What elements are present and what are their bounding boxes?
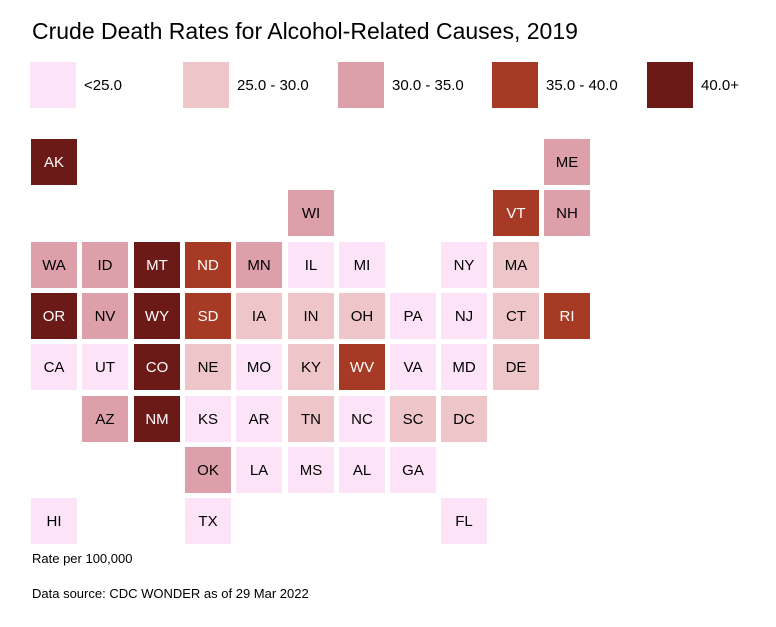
state-tile-ar: AR — [235, 395, 283, 443]
state-tile-wy: WY — [133, 292, 181, 340]
legend-swatch — [30, 62, 76, 108]
state-tile-sc: SC — [389, 395, 437, 443]
legend-swatch — [183, 62, 229, 108]
state-tile-wv: WV — [338, 343, 386, 391]
state-tile-co: CO — [133, 343, 181, 391]
state-tile-mo: MO — [235, 343, 283, 391]
legend-swatch — [492, 62, 538, 108]
legend-label: 25.0 - 30.0 — [237, 77, 309, 94]
state-tile-id: ID — [81, 241, 129, 289]
state-tile-sd: SD — [184, 292, 232, 340]
state-tile-wa: WA — [30, 241, 78, 289]
state-tile-pa: PA — [389, 292, 437, 340]
state-tile-de: DE — [492, 343, 540, 391]
state-tile-mi: MI — [338, 241, 386, 289]
state-tile-ia: IA — [235, 292, 283, 340]
state-tile-fl: FL — [440, 497, 488, 545]
state-tile-ms: MS — [287, 446, 335, 494]
state-tile-nh: NH — [543, 189, 591, 237]
units-note: Rate per 100,000 — [32, 551, 133, 566]
state-tile-oh: OH — [338, 292, 386, 340]
state-tile-ks: KS — [184, 395, 232, 443]
state-tile-or: OR — [30, 292, 78, 340]
state-tile-mn: MN — [235, 241, 283, 289]
source-note: Data source: CDC WONDER as of 29 Mar 202… — [32, 586, 309, 601]
state-tile-nv: NV — [81, 292, 129, 340]
state-tile-ak: AK — [30, 138, 78, 186]
state-tile-ga: GA — [389, 446, 437, 494]
state-tile-ma: MA — [492, 241, 540, 289]
map-title: Crude Death Rates for Alcohol-Related Ca… — [32, 18, 578, 44]
state-tile-mt: MT — [133, 241, 181, 289]
state-tile-me: ME — [543, 138, 591, 186]
state-tile-dc: DC — [440, 395, 488, 443]
state-tile-ne: NE — [184, 343, 232, 391]
state-tile-ny: NY — [440, 241, 488, 289]
legend-swatch — [338, 62, 384, 108]
state-tile-tn: TN — [287, 395, 335, 443]
legend-label: 40.0+ — [701, 77, 739, 94]
state-tile-nj: NJ — [440, 292, 488, 340]
legend-label: 30.0 - 35.0 — [392, 77, 464, 94]
state-tile-vt: VT — [492, 189, 540, 237]
state-tile-tx: TX — [184, 497, 232, 545]
state-tile-az: AZ — [81, 395, 129, 443]
state-tile-la: LA — [235, 446, 283, 494]
state-tile-ca: CA — [30, 343, 78, 391]
state-tile-nc: NC — [338, 395, 386, 443]
state-tile-ky: KY — [287, 343, 335, 391]
state-tile-ct: CT — [492, 292, 540, 340]
state-tile-hi: HI — [30, 497, 78, 545]
state-tile-ut: UT — [81, 343, 129, 391]
legend-label: 35.0 - 40.0 — [546, 77, 618, 94]
legend-label: <25.0 — [84, 77, 122, 94]
state-tile-wi: WI — [287, 189, 335, 237]
state-tile-va: VA — [389, 343, 437, 391]
state-tile-nd: ND — [184, 241, 232, 289]
state-tile-in: IN — [287, 292, 335, 340]
state-tile-md: MD — [440, 343, 488, 391]
state-tile-al: AL — [338, 446, 386, 494]
legend-swatch — [647, 62, 693, 108]
state-tile-nm: NM — [133, 395, 181, 443]
state-tile-il: IL — [287, 241, 335, 289]
state-tile-ok: OK — [184, 446, 232, 494]
state-tile-ri: RI — [543, 292, 591, 340]
